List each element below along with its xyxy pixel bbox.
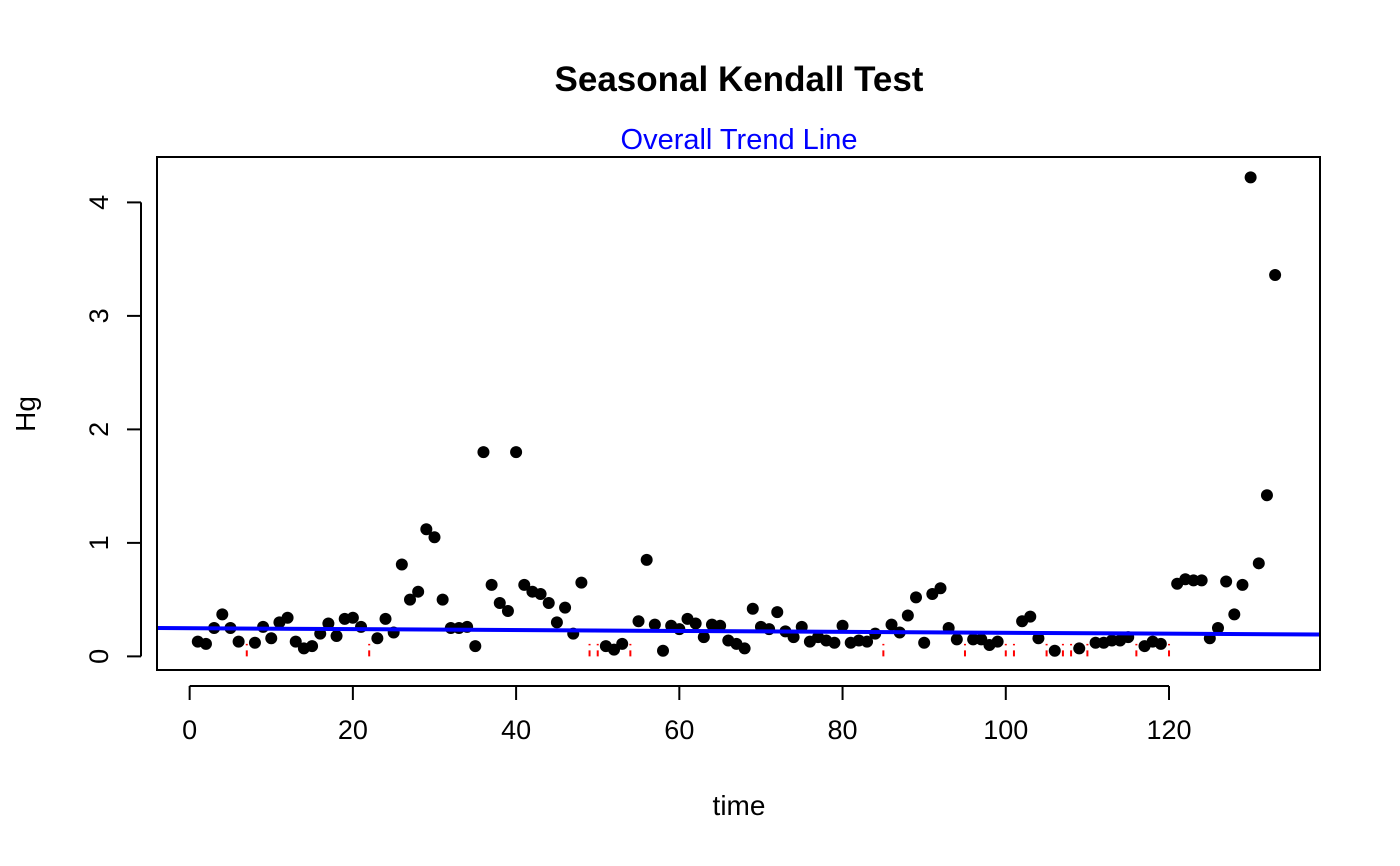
data-point-19 <box>346 611 359 624</box>
data-point-44 <box>559 601 572 614</box>
data-point-34 <box>477 446 490 459</box>
data-point-26 <box>412 585 425 598</box>
data-point-42 <box>542 597 555 610</box>
x-tick-label-40: 40 <box>501 715 531 745</box>
data-point-112 <box>1220 575 1233 588</box>
data-point-83 <box>910 591 923 604</box>
data-point-35 <box>485 578 498 591</box>
data-point-50 <box>632 615 645 628</box>
x-tick-label-0: 0 <box>182 715 197 745</box>
data-point-88 <box>950 633 963 646</box>
data-point-43 <box>550 616 563 629</box>
plot-frame <box>156 156 1321 671</box>
data-point-12 <box>289 635 302 648</box>
data-point-80 <box>885 618 898 631</box>
data-point-22 <box>379 612 392 625</box>
chart-subtitle: Overall Trend Line <box>621 124 858 156</box>
data-point-33 <box>469 640 482 653</box>
data-point-111 <box>1211 622 1224 635</box>
data-point-51 <box>640 553 653 566</box>
data-point-24 <box>395 558 408 571</box>
data-point-84 <box>918 636 931 649</box>
data-point-41 <box>534 587 547 600</box>
data-point-17 <box>330 629 343 642</box>
data-point-114 <box>1236 578 1249 591</box>
x-axis-label: time <box>713 790 766 821</box>
data-point-105 <box>1154 637 1167 650</box>
data-point-78 <box>861 635 874 648</box>
data-point-37 <box>501 604 514 617</box>
data-point-118 <box>1269 269 1282 282</box>
data-point-115 <box>1244 171 1257 184</box>
data-point-38 <box>510 446 523 459</box>
y-axis-label: Hg <box>10 396 41 432</box>
data-point-63 <box>738 642 751 655</box>
data-point-49 <box>616 637 629 650</box>
data-point-52 <box>648 618 661 631</box>
data-point-29 <box>436 593 449 606</box>
data-point-4 <box>216 608 229 621</box>
x-tick-label-120: 120 <box>1146 715 1191 745</box>
data-point-25 <box>404 593 417 606</box>
data-point-14 <box>306 640 319 653</box>
y-tick-label-1: 1 <box>84 535 114 550</box>
data-point-95 <box>1032 632 1045 645</box>
data-point-82 <box>901 609 914 622</box>
data-point-28 <box>428 531 441 544</box>
data-point-64 <box>746 602 759 615</box>
data-point-60 <box>714 619 727 632</box>
data-point-86 <box>934 582 947 595</box>
x-tick-label-20: 20 <box>338 715 368 745</box>
data-point-96 <box>1048 644 1061 657</box>
y-tick-label-0: 0 <box>84 649 114 664</box>
plot-area <box>156 171 1321 657</box>
trend-line <box>156 626 1321 637</box>
data-point-7 <box>248 636 261 649</box>
data-point-21 <box>371 632 384 645</box>
data-point-39 <box>518 578 531 591</box>
data-point-117 <box>1260 489 1273 502</box>
data-point-9 <box>265 632 278 645</box>
chart-title: Seasonal Kendall Test <box>555 60 924 99</box>
data-point-46 <box>575 576 588 589</box>
data-point-97 <box>1073 642 1086 655</box>
y-tick-label-2: 2 <box>84 422 114 437</box>
data-point-57 <box>689 617 702 630</box>
data-point-36 <box>493 597 506 610</box>
data-point-67 <box>771 606 784 619</box>
data-point-11 <box>281 611 294 624</box>
y-tick-label-4: 4 <box>84 195 114 210</box>
y-tick-label-3: 3 <box>84 308 114 323</box>
data-point-116 <box>1252 557 1265 570</box>
data-point-53 <box>657 644 670 657</box>
data-point-16 <box>322 617 335 630</box>
data-point-75 <box>836 619 849 632</box>
x-axis: 0 20 40 60 80 100 120 <box>182 685 1192 745</box>
x-tick-label-60: 60 <box>664 715 694 745</box>
data-point-58 <box>697 631 710 644</box>
data-point-2 <box>199 637 212 650</box>
x-tick-label-80: 80 <box>828 715 858 745</box>
data-point-113 <box>1228 608 1241 621</box>
data-point-27 <box>420 523 433 536</box>
data-point-92 <box>991 635 1004 648</box>
data-point-69 <box>787 631 800 644</box>
x-tick-label-100: 100 <box>983 715 1028 745</box>
data-point-6 <box>232 635 245 648</box>
data-point-109 <box>1195 574 1208 587</box>
y-axis: 0 1 2 3 4 <box>84 195 142 664</box>
data-point-74 <box>828 636 841 649</box>
data-point-94 <box>1024 610 1037 623</box>
